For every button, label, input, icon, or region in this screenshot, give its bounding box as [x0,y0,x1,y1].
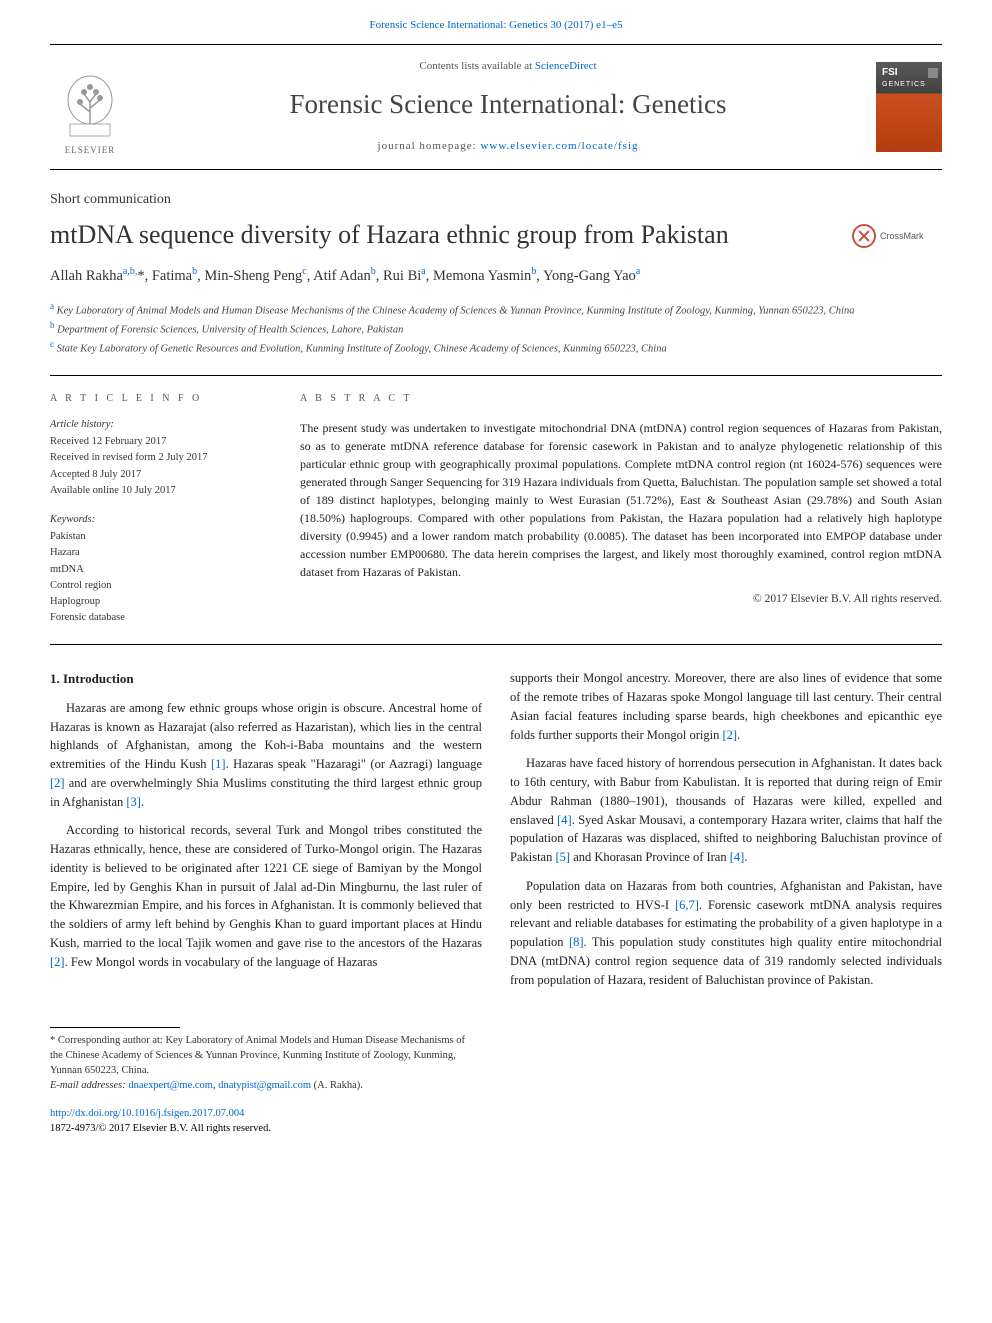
intro-p2: According to historical records, several… [50,821,482,971]
history-list: Received 12 February 2017Received in rev… [50,434,270,498]
journal-homepage: journal homepage: www.elsevier.com/locat… [160,139,856,155]
abstract-text: The present study was undertaken to inve… [300,419,942,581]
email-link[interactable]: dnatypist@gmail.com [218,1080,311,1091]
cover-genetics-text: GENETICS [882,80,926,90]
ref-link[interactable]: [3] [126,795,141,809]
ref-link[interactable]: [2] [50,776,65,790]
affiliation-line: a Key Laboratory of Animal Models and Hu… [50,300,942,319]
text: and Khorasan Province of Iran [570,850,730,864]
intro-p5: Population data on Hazaras from both cou… [510,877,942,990]
keywords-label: Keywords: [50,512,270,527]
author-list: Allah Rakhaa,b,*, Fatimab, Min-Sheng Pen… [50,264,942,288]
introduction-heading: 1. Introduction [50,669,482,689]
affiliation-line: c State Key Laboratory of Genetic Resour… [50,338,942,357]
footnote-rule [50,1027,180,1028]
journal-citation[interactable]: Forensic Science International: Genetics… [0,0,992,44]
text: . Hazaras speak "Hazaragi" (or Aazragi) … [226,757,482,771]
journal-cover-thumbnail: FSI GENETICS [876,62,942,152]
keywords-list: PakistanHazara mtDNAControl regionHaplogr… [50,529,270,625]
paper-title: mtDNA sequence diversity of Hazara ethni… [50,218,852,252]
contents-available: Contents lists available at ScienceDirec… [160,59,856,75]
intro-p4: Hazaras have faced history of horrendous… [510,754,942,867]
sciencedirect-link[interactable]: ScienceDirect [535,60,597,72]
ref-link[interactable]: [6,7] [675,898,699,912]
keyword-item: Haplogroup [50,594,270,609]
ref-link[interactable]: [5] [555,850,570,864]
text: . [737,728,740,742]
affiliation-line: b Department of Forensic Sciences, Unive… [50,319,942,338]
text: . [744,850,747,864]
article-info-sidebar: A R T I C L E I N F O Article history: R… [50,392,270,626]
article-info-heading: A R T I C L E I N F O [50,392,270,407]
email-label: E-mail addresses: [50,1080,126,1091]
history-item: Received 12 February 2017 [50,434,270,449]
publisher-logo: ELSEVIER [50,57,140,157]
ref-link[interactable]: [4] [557,813,572,827]
ref-link[interactable]: [8] [569,935,584,949]
history-item: Available online 10 July 2017 [50,483,270,498]
email-link[interactable]: dnaexpert@me.com [128,1080,213,1091]
intro-p3: supports their Mongol ancestry. Moreover… [510,669,942,744]
abstract-heading: A B S T R A C T [300,392,942,407]
text: According to historical records, several… [50,823,482,950]
journal-title: Forensic Science International: Genetics [160,85,856,124]
article-type: Short communication [50,190,942,210]
crossmark-icon [852,224,876,248]
corresponding-author-footnote: * Corresponding author at: Key Laborator… [50,1034,470,1093]
divider [50,644,942,645]
text: . Few Mongol words in vocabulary of the … [65,955,378,969]
cover-fsi-text: FSI [882,66,898,81]
journal-header: ELSEVIER Contents lists available at Sci… [50,44,942,170]
issn-copyright: 1872-4973/© 2017 Elsevier B.V. All right… [50,1122,942,1137]
elsevier-tree-icon [60,72,120,142]
email-line: E-mail addresses: dnaexpert@me.com, dnat… [50,1079,470,1094]
text: . [141,795,144,809]
ref-link[interactable]: [2] [722,728,737,742]
publisher-name: ELSEVIER [65,144,116,157]
intro-p1: Hazaras are among few ethnic groups whos… [50,699,482,812]
abstract-copyright: © 2017 Elsevier B.V. All rights reserved… [300,591,942,608]
history-item: Accepted 8 July 2017 [50,467,270,482]
homepage-prefix: journal homepage: [378,140,477,152]
email-suffix: (A. Rakha). [311,1080,363,1091]
crossmark-label: CrossMark [880,230,924,243]
corresponding-text: * Corresponding author at: Key Laborator… [50,1034,470,1078]
contents-prefix: Contents lists available at [419,60,532,72]
keyword-item: Hazara [50,545,270,560]
ref-link[interactable]: [1] [211,757,226,771]
crossmark-widget[interactable]: CrossMark [852,224,942,248]
abstract-column: A B S T R A C T The present study was un… [300,392,942,626]
doi-block: http://dx.doi.org/10.1016/j.fsigen.2017.… [50,1107,942,1136]
history-item: Received in revised form 2 July 2017 [50,450,270,465]
keyword-item: Pakistan [50,529,270,544]
homepage-link[interactable]: www.elsevier.com/locate/fsig [480,140,638,152]
right-column: supports their Mongol ancestry. Moreover… [510,669,942,999]
ref-link[interactable]: [4] [730,850,745,864]
keyword-item: mtDNA [50,562,270,577]
affiliations: a Key Laboratory of Animal Models and Hu… [50,300,942,358]
history-label: Article history: [50,417,270,432]
keyword-item: Control region [50,578,270,593]
header-center: Contents lists available at ScienceDirec… [140,59,876,154]
keyword-item: Forensic database [50,610,270,625]
doi-link[interactable]: http://dx.doi.org/10.1016/j.fsigen.2017.… [50,1107,942,1122]
left-column: 1. Introduction Hazaras are among few et… [50,669,482,999]
ref-link[interactable]: [2] [50,955,65,969]
text: and are overwhelmingly Shia Muslims cons… [50,776,482,809]
